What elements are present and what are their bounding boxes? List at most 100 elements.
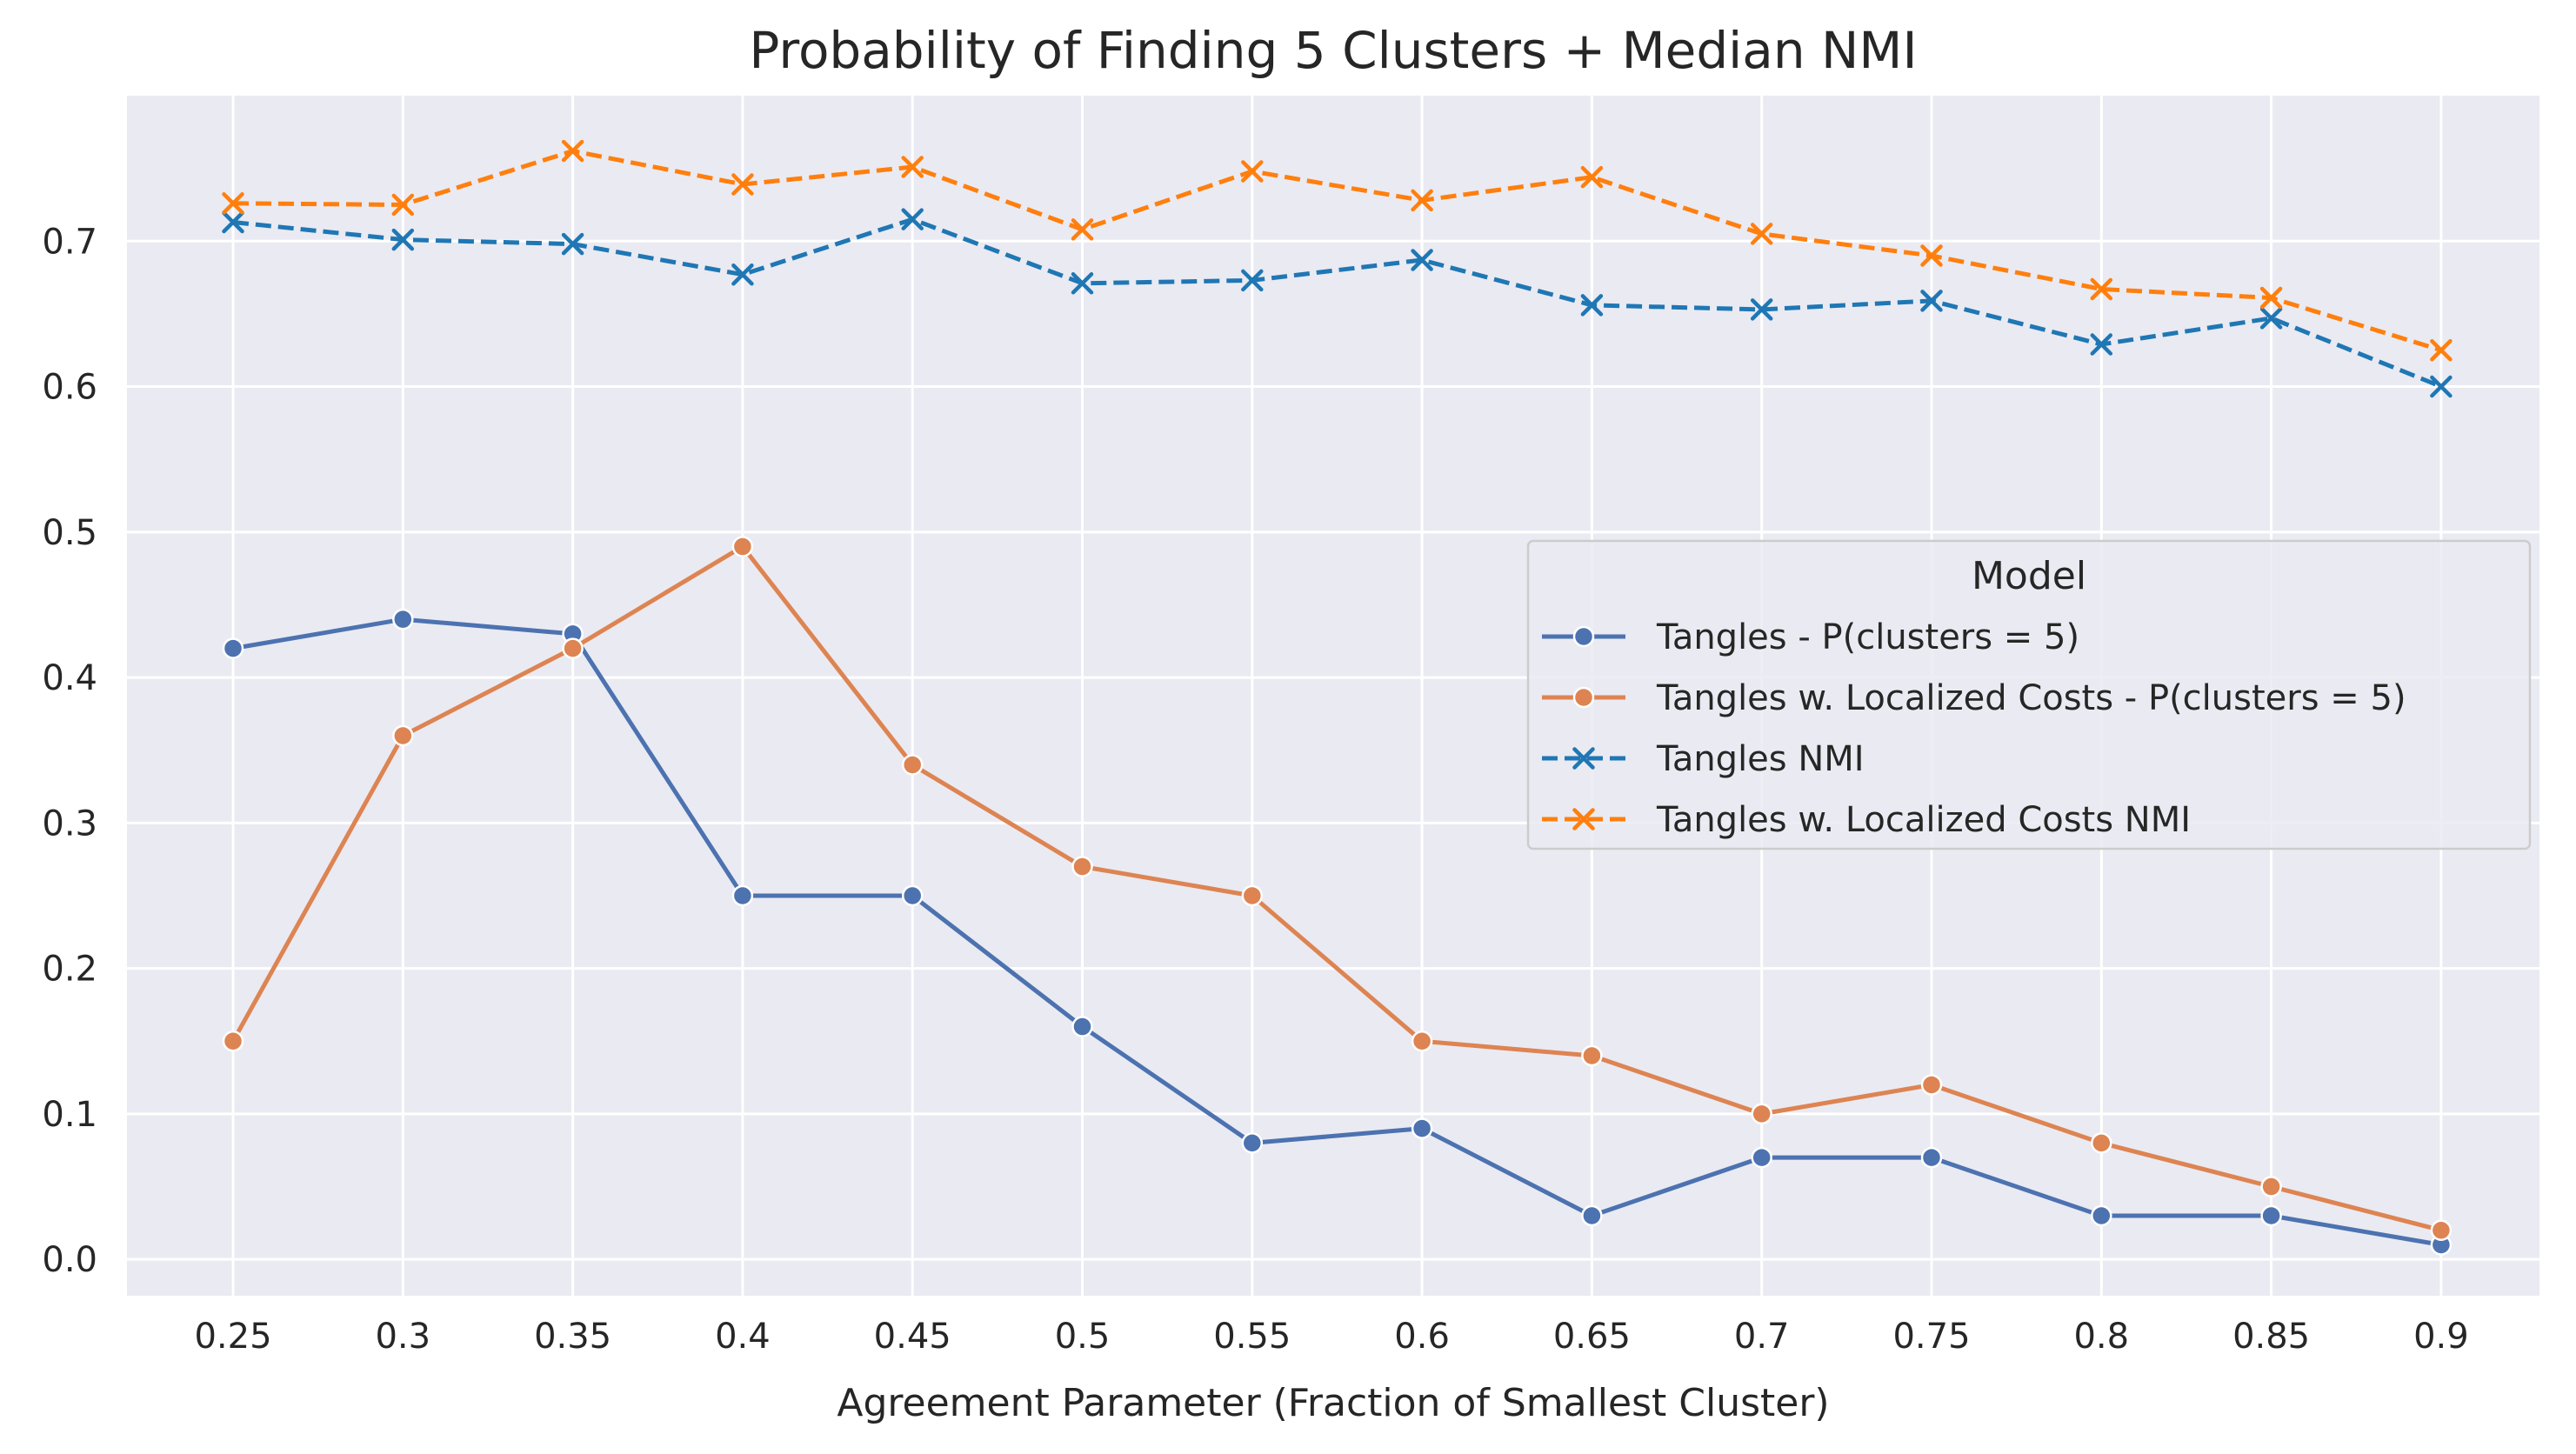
data-point [2430,375,2453,398]
data-point [1411,189,1433,212]
data-point [222,210,244,234]
data-point [1920,290,1943,312]
data-point [2090,277,2113,301]
legend-item: Tangles w. Localized Costs - P(clusters … [1542,678,2406,718]
data-point [1750,223,1773,245]
data-point [2430,1219,2453,1241]
series-line [230,544,2444,1233]
series-line [230,617,2444,1247]
data-point [392,608,414,630]
data-point [2091,1132,2112,1154]
data-point [561,232,584,256]
series-line [232,217,2442,389]
legend-items: Tangles - P(clusters = 5) Tangles w. Loca… [1542,617,2406,840]
data-point [901,208,924,230]
data-point [1920,1074,1943,1096]
data-point [731,263,754,286]
x-axis-label: Agreement Parameter (Fraction of Smalles… [837,1381,1829,1425]
legend-label: Tangles w. Localized Costs - P(clusters … [1656,678,2406,718]
data-point [1241,884,1264,907]
y-tick-label: 0.0 [42,1240,97,1280]
legend-label: Tangles NMI [1656,739,1865,779]
x-tick-label: 0.65 [1553,1317,1631,1357]
legend-marker [1572,747,1595,770]
x-tick-label: 0.85 [2232,1317,2310,1357]
legend-marker [1572,686,1595,709]
data-point [391,228,415,251]
data-point [2430,338,2453,362]
legend: Model Tangles - P(clusters = 5) Tangles w… [1526,539,2532,850]
y-tick-label: 0.1 [42,1095,97,1135]
data-point [1751,1103,1772,1125]
y-axis-ticks: 0.0 0.1 0.2 0.3 0.4 0.5 0.6 0.7 [42,222,97,1280]
data-point [1071,218,1094,241]
data-point [1411,1117,1433,1139]
legend-marker [1572,625,1595,648]
x-tick-label: 0.25 [194,1317,271,1357]
data-point [1580,165,1604,189]
data-point [1920,244,1943,267]
data-point [2259,307,2283,330]
data-point [1241,160,1264,183]
series-1 [222,608,2453,1256]
data-point [1071,856,1093,877]
data-point [2091,1204,2112,1227]
x-tick-label: 0.3 [375,1317,430,1357]
legend-marker [1572,808,1595,830]
y-tick-label: 0.4 [42,658,97,698]
data-point [731,536,754,557]
data-point [1920,1146,1943,1169]
data-point [1580,294,1604,317]
y-tick-label: 0.7 [42,222,97,262]
x-tick-label: 0.45 [874,1317,951,1357]
x-tick-label: 0.9 [2413,1317,2469,1357]
x-tick-label: 0.8 [2073,1317,2129,1357]
data-point [1241,269,1264,292]
data-point [2259,286,2283,310]
legend-box [1526,539,2532,850]
data-point [901,754,924,776]
data-point [1241,1132,1264,1154]
data-point [1751,1146,1772,1169]
x-tick-label: 0.35 [534,1317,611,1357]
data-point [222,637,244,659]
data-point [392,724,414,747]
data-point [901,156,924,178]
legend-title: Model [1972,554,2086,598]
data-point [731,884,754,907]
data-point [562,637,584,659]
x-tick-label: 0.6 [1394,1317,1450,1357]
series-2 [222,536,2453,1241]
x-tick-label: 0.55 [1213,1317,1291,1357]
series-layer [222,139,2453,1256]
data-point [1750,298,1773,321]
legend-item: Tangles w. Localized Costs NMI [1542,800,2191,840]
data-point [1071,272,1094,295]
data-point [222,1030,244,1052]
data-point [391,193,415,217]
y-tick-label: 0.6 [42,368,97,408]
data-point [1071,1016,1093,1037]
y-tick-label: 0.3 [42,804,97,844]
legend-item: Tangles - P(clusters = 5) [1542,617,2079,657]
data-point [1411,1030,1433,1052]
x-tick-label: 0.7 [1734,1317,1790,1357]
legend-item: Tangles NMI [1542,739,1865,779]
series-line [232,149,2442,353]
series-4 [222,139,2453,362]
data-point [2260,1204,2282,1227]
data-point [561,139,584,163]
x-tick-label: 0.75 [1892,1317,1970,1357]
data-point [901,884,924,907]
data-point [1581,1204,1603,1227]
x-axis-ticks: 0.25 0.3 0.35 0.4 0.45 0.5 0.55 0.6 0.65 0.7 0.75 0… [194,1317,2468,1357]
data-point [731,173,754,196]
y-tick-label: 0.2 [42,950,97,990]
x-tick-label: 0.4 [715,1317,771,1357]
chart-title: Probability of Finding 5 Clusters + Medi… [749,21,1917,80]
series-3 [222,208,2453,398]
data-point [1411,249,1433,271]
data-point [2260,1176,2282,1197]
